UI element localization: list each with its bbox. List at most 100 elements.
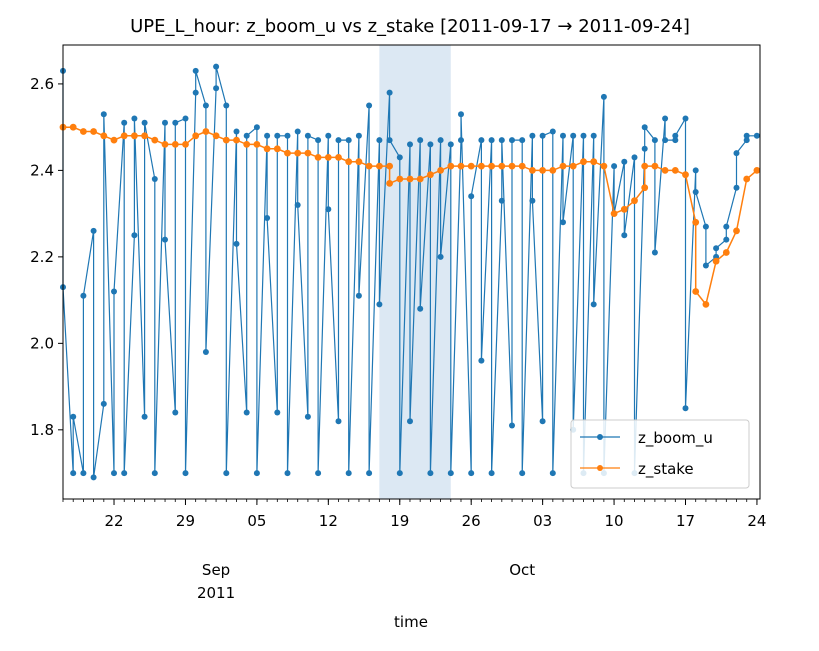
data-point-z-boom-u-88	[509, 422, 515, 429]
data-point-z-boom-u-66	[396, 154, 403, 161]
data-point-z-stake-20	[263, 145, 271, 153]
data-point-z-boom-u-111	[621, 232, 628, 239]
data-point-z-boom-u-85	[488, 470, 495, 477]
data-point-z-boom-u-7	[90, 474, 97, 481]
data-point-z-stake-26	[324, 154, 332, 161]
data-point-z-boom-u-62	[376, 137, 383, 144]
data-point-z-stake-10	[161, 141, 169, 148]
data-point-z-boom-u-6	[90, 227, 97, 234]
data-point-z-boom-u-15	[131, 115, 138, 122]
data-point-z-boom-u-65	[386, 137, 393, 144]
data-point-z-boom-u-92	[529, 132, 536, 139]
data-point-z-boom-u-19	[151, 470, 158, 477]
data-point-z-boom-u-30	[213, 85, 220, 92]
y-tick-label: 2.2	[30, 248, 54, 266]
data-point-z-stake-52	[580, 158, 587, 166]
data-point-z-stake-2	[80, 128, 87, 135]
data-point-z-boom-u-51	[315, 470, 322, 477]
y-tick-label: 2.0	[30, 334, 54, 352]
data-point-z-stake-43	[488, 162, 495, 170]
data-point-z-boom-u-50	[315, 137, 322, 144]
data-point-z-boom-u-133	[733, 150, 740, 157]
data-point-z-boom-u-134	[743, 137, 750, 144]
data-point-z-boom-u-38	[253, 124, 260, 131]
data-point-z-boom-u-67	[396, 470, 403, 477]
data-point-z-stake-59	[641, 162, 649, 170]
data-point-z-stake-45	[508, 162, 516, 170]
data-point-z-stake-1	[69, 123, 77, 131]
data-point-z-stake-71	[753, 167, 761, 174]
data-point-z-boom-u-44	[284, 132, 291, 139]
y-tick-label: 2.6	[30, 75, 54, 93]
data-point-z-boom-u-105	[590, 301, 597, 308]
data-point-z-boom-u-56	[345, 137, 352, 144]
data-point-z-boom-u-108	[611, 163, 618, 170]
x-tick-label: 17	[676, 512, 695, 530]
data-point-z-boom-u-8	[100, 400, 107, 407]
data-point-z-boom-u-123	[682, 405, 689, 412]
x-tick-label: 24	[747, 512, 766, 530]
data-point-z-boom-u-41	[264, 215, 271, 221]
data-point-z-boom-u-31	[213, 63, 220, 70]
data-point-z-boom-u-117	[651, 249, 658, 256]
data-point-z-stake-36	[416, 175, 424, 183]
x-month-label: Oct	[509, 561, 535, 579]
data-point-z-boom-u-104	[590, 132, 597, 139]
data-point-z-stake-68	[722, 249, 730, 256]
data-point-z-stake-27	[335, 154, 342, 161]
data-point-z-boom-u-12	[121, 119, 128, 126]
data-point-z-stake-70	[743, 175, 751, 183]
data-point-z-stake-14	[202, 128, 210, 135]
data-point-z-stake-31	[376, 162, 383, 170]
data-point-z-stake-51	[569, 162, 577, 170]
plot-frame	[62, 44, 761, 500]
data-point-z-stake-29	[355, 158, 363, 166]
data-point-z-boom-u-35	[233, 240, 240, 247]
data-point-z-boom-u-89	[509, 137, 515, 144]
data-point-z-boom-u-79	[458, 111, 464, 118]
data-point-z-stake-58	[641, 184, 649, 192]
data-point-z-boom-u-28	[202, 102, 209, 109]
data-point-z-boom-u-106	[600, 93, 607, 100]
data-point-z-stake-39	[447, 162, 455, 170]
data-point-z-boom-u-116	[651, 137, 658, 144]
data-point-z-stake-61	[661, 167, 669, 174]
data-point-z-boom-u-83	[478, 357, 485, 364]
data-point-z-boom-u-97	[549, 470, 556, 477]
data-point-z-stake-5	[110, 136, 118, 144]
data-point-z-boom-u-42	[274, 409, 281, 416]
data-point-z-stake-3	[90, 128, 97, 135]
data-point-z-stake-38	[437, 167, 444, 174]
data-point-z-boom-u-114	[641, 145, 648, 152]
data-point-z-stake-64	[692, 218, 700, 226]
legend-marker-z-stake	[597, 465, 603, 471]
data-point-z-boom-u-71	[417, 305, 424, 312]
data-point-z-boom-u-4	[80, 470, 87, 477]
data-point-z-boom-u-126	[702, 223, 709, 230]
data-point-z-boom-u-72	[427, 141, 434, 148]
data-point-z-boom-u-27	[192, 67, 199, 74]
data-point-z-boom-u-131	[723, 223, 730, 230]
data-point-z-stake-8	[141, 132, 149, 140]
data-point-z-stake-69	[733, 227, 740, 235]
data-point-z-boom-u-129	[713, 245, 720, 252]
data-point-z-boom-u-118	[662, 115, 669, 122]
data-point-z-boom-u-68	[407, 141, 413, 148]
data-point-z-boom-u-17	[141, 119, 148, 126]
data-point-z-stake-47	[529, 167, 536, 174]
data-point-z-boom-u-43	[274, 132, 281, 139]
data-point-z-boom-u-124	[692, 167, 699, 174]
data-point-z-boom-u-52	[325, 132, 332, 139]
data-point-z-boom-u-102	[580, 132, 587, 139]
series-z-stake	[59, 123, 761, 308]
data-point-z-boom-u-84	[488, 137, 495, 144]
data-point-z-boom-u-39	[253, 470, 260, 477]
x-year-label: 2011	[197, 584, 235, 602]
data-point-z-boom-u-91	[519, 470, 526, 477]
x-tick-label: 03	[533, 512, 552, 530]
data-point-z-boom-u-40	[264, 132, 271, 139]
data-point-z-boom-u-60	[366, 102, 373, 109]
data-point-z-boom-u-76	[447, 141, 454, 148]
data-point-z-boom-u-18	[151, 176, 158, 182]
data-point-z-boom-u-25	[182, 470, 189, 477]
